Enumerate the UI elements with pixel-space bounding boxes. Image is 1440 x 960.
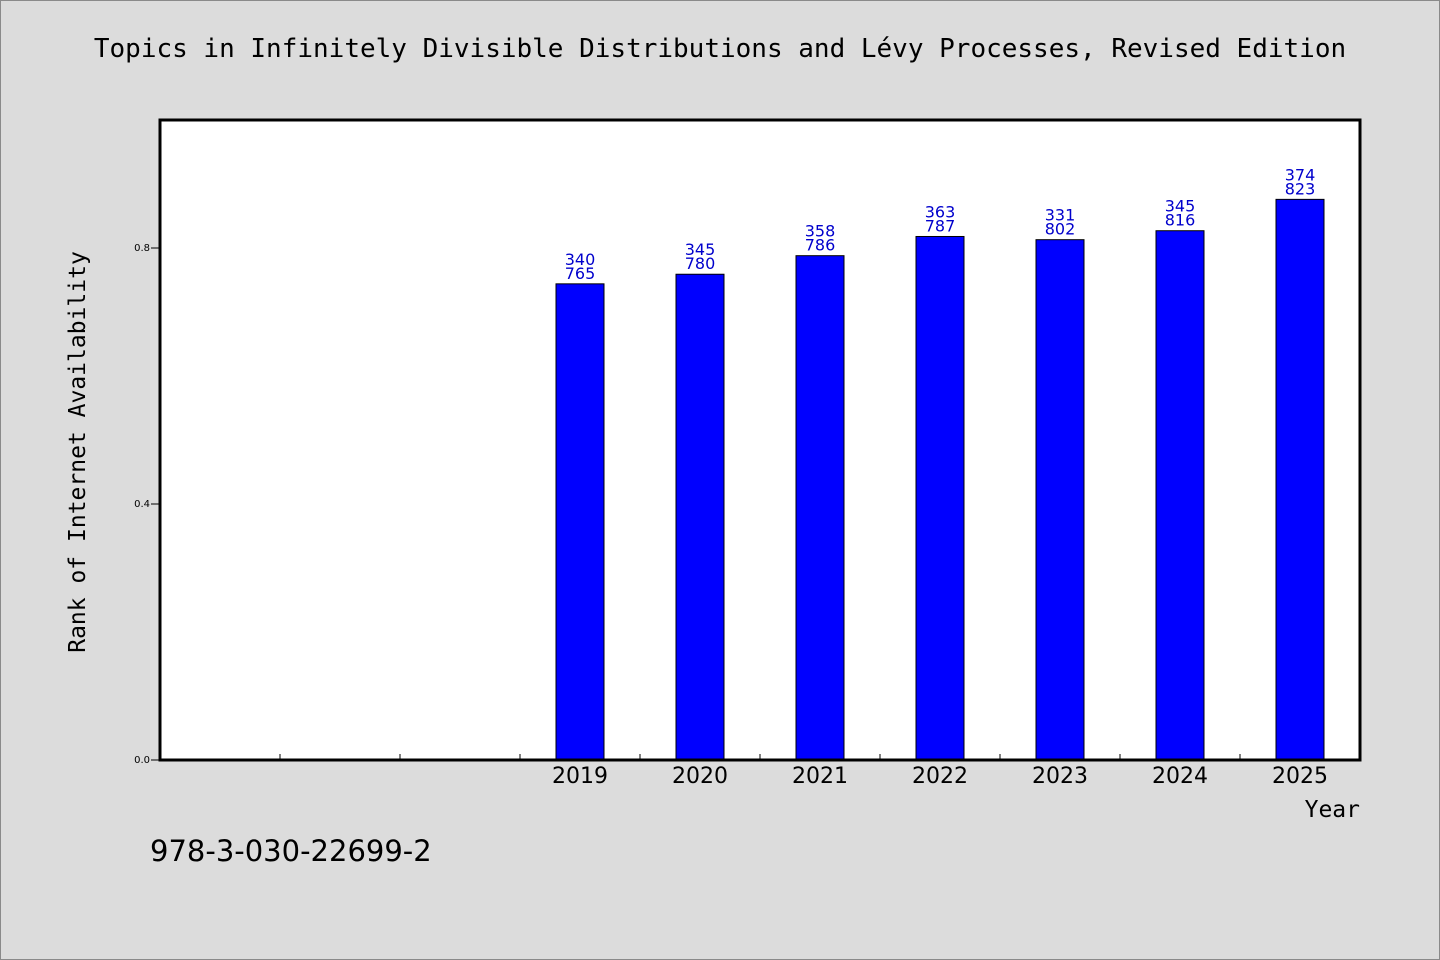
chart-title: Topics in Infinitely Divisible Distribut… — [93, 34, 1347, 64]
data-label-top: 340 — [565, 250, 596, 269]
data-label-top: 374 — [1285, 165, 1316, 184]
data-label-bottom: 823 — [1285, 179, 1316, 198]
bar-2025 — [1275, 198, 1325, 761]
x-tick-label: 2019 — [552, 764, 608, 789]
x-axis: 2019 2020 2021 2022 2023 2024 2025 — [279, 754, 1328, 789]
y-tick-label: 0.0 — [134, 755, 150, 766]
x-tick-label: 2022 — [912, 764, 968, 789]
bar-2020 — [675, 273, 725, 761]
y-axis-title: Rank of Internet Availability — [65, 251, 91, 653]
bar-2019 — [555, 283, 605, 761]
data-label-bottom: 765 — [565, 264, 596, 283]
data-labels-group: 3407653457803587863637873318023458163748… — [565, 165, 1316, 282]
isbn-label: 978-3-030-22699-2 — [150, 834, 432, 868]
data-label-top: 345 — [685, 240, 716, 259]
y-tick-label: 0.8 — [134, 243, 150, 254]
x-tick-label: 2024 — [1152, 764, 1208, 789]
bar-2021 — [795, 255, 845, 761]
data-label-top: 331 — [1045, 206, 1076, 225]
bar-2023 — [1035, 239, 1085, 761]
bar-2024 — [1155, 230, 1205, 761]
bars-group — [555, 198, 1325, 761]
y-axis: 0.0 0.4 0.8 — [134, 243, 160, 766]
data-label-top: 345 — [1165, 197, 1196, 216]
data-label-top: 363 — [925, 202, 956, 221]
x-axis-title: Year — [1305, 797, 1360, 823]
x-tick-label: 2023 — [1032, 764, 1088, 789]
y-tick-label: 0.4 — [134, 499, 150, 510]
data-label-bottom: 787 — [925, 216, 956, 235]
plot-border — [158, 118, 1362, 762]
data-label-bottom: 816 — [1165, 211, 1196, 230]
x-tick-label: 2020 — [672, 764, 728, 789]
data-label-bottom: 802 — [1045, 220, 1076, 239]
data-label-top: 358 — [805, 222, 836, 241]
x-tick-label: 2021 — [792, 764, 848, 789]
bar-2022 — [915, 235, 965, 761]
data-label-bottom: 786 — [805, 236, 836, 255]
x-tick-label: 2025 — [1272, 764, 1328, 789]
data-label-bottom: 780 — [685, 254, 716, 273]
